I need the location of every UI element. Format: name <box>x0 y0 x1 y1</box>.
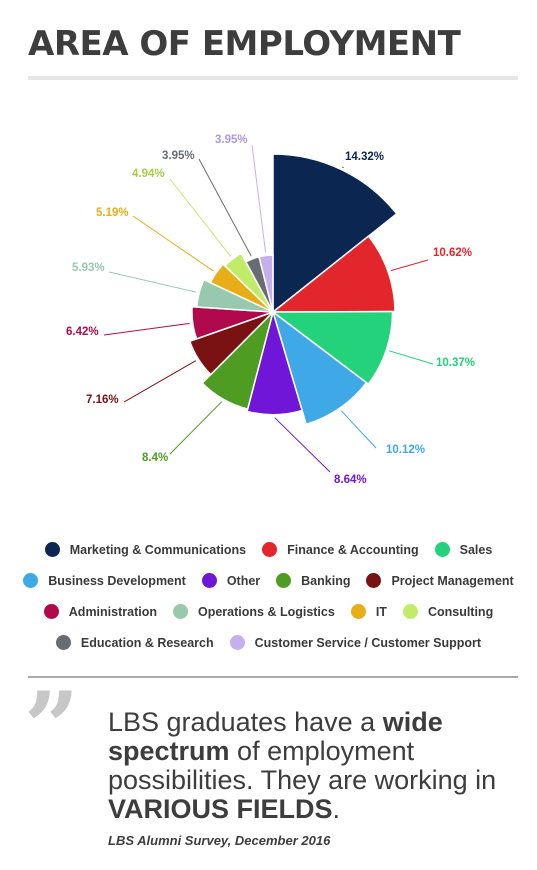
data-label: 10.12% <box>386 444 425 456</box>
legend-swatch-icon <box>262 542 278 557</box>
data-label: 3.95% <box>215 134 248 146</box>
leader-line <box>108 271 197 293</box>
legend-item: Sales <box>434 542 493 557</box>
pie-slice <box>246 309 304 416</box>
quote-text: LBS graduates have a wide spectrum of em… <box>108 708 518 824</box>
legend-row: Education & Research Customer Service / C… <box>0 627 537 658</box>
leader-line <box>103 322 190 336</box>
leader-line <box>169 401 223 455</box>
pie-slice <box>272 153 398 314</box>
data-label: 7.16% <box>86 394 119 406</box>
legend-swatch-icon <box>43 604 59 619</box>
data-label: 8.64% <box>334 474 367 486</box>
pie-slice <box>270 235 396 313</box>
legend-swatch-icon <box>172 604 188 619</box>
section-divider <box>28 676 518 678</box>
pie-slice <box>270 310 394 386</box>
legend-label: Banking <box>301 573 351 588</box>
leader-line <box>198 158 252 257</box>
chart-legend: Marketing & Communications Finance & Acco… <box>0 534 537 658</box>
data-label: 5.93% <box>72 262 105 274</box>
page-title: AREA OF EMPLOYMENT <box>28 24 461 64</box>
legend-item: Finance & Accounting <box>262 542 419 557</box>
legend-swatch-icon <box>229 635 245 650</box>
legend-label: Sales <box>459 542 493 557</box>
legend-row: Marketing & Communications Finance & Acco… <box>0 534 537 565</box>
data-label: 8.4% <box>142 452 168 464</box>
legend-row: Business Development Other Banking Project … <box>0 565 537 596</box>
leader-line <box>390 259 429 272</box>
quote-emphasis: wide spectrum <box>108 707 443 766</box>
legend-label: Finance & Accounting <box>287 542 419 557</box>
legend-item: IT <box>350 604 387 619</box>
data-label: 6.42% <box>66 326 99 338</box>
legend-swatch-icon <box>276 573 292 588</box>
leader-line <box>251 144 267 253</box>
quote-part: of employment possibilities. They are wo… <box>108 736 497 795</box>
leader-line <box>123 360 197 403</box>
pie-slice <box>188 311 274 376</box>
pie-slice <box>258 254 274 313</box>
legend-swatch-icon <box>434 542 450 557</box>
data-label: 10.37% <box>436 357 475 369</box>
legend-swatch-icon <box>23 573 39 588</box>
legend-swatch-icon <box>350 604 366 619</box>
legend-label: Administration <box>68 604 157 619</box>
legend-label: Consulting <box>427 604 494 619</box>
pie-slice <box>201 309 275 411</box>
data-label: 14.32% <box>345 151 384 163</box>
legend-swatch-icon <box>366 573 382 588</box>
quote-part: LBS graduates have a <box>108 707 383 737</box>
data-label: 10.62% <box>433 247 472 259</box>
pie-slice <box>271 310 368 426</box>
legend-swatch-icon <box>201 573 217 588</box>
legend-item: Education & Research <box>55 635 214 650</box>
legend-label: IT <box>375 604 387 619</box>
legend-label: Education & Research <box>80 635 214 650</box>
legend-label: Other <box>226 573 261 588</box>
quote-part: . <box>332 794 341 824</box>
legend-item: Other <box>201 573 261 588</box>
legend-item: Operations & Logistics <box>172 604 335 619</box>
leader-line <box>340 410 377 449</box>
legend-label: Operations & Logistics <box>197 604 335 619</box>
quote-emphasis: VARIOUS FIELDS <box>108 794 333 824</box>
legend-swatch-icon <box>402 604 418 619</box>
data-label: 5.19% <box>96 207 129 219</box>
legend-item: Marketing & Communications <box>44 542 247 557</box>
legend-swatch-icon <box>44 542 60 557</box>
legend-item: Project Management <box>366 573 514 588</box>
legend-swatch-icon <box>55 635 71 650</box>
legend-label: Project Management <box>391 573 514 588</box>
leader-line <box>389 350 434 365</box>
leader-line <box>132 215 214 272</box>
legend-label: Business Development <box>48 573 186 588</box>
pie-slice <box>209 263 274 313</box>
legend-row: Administration Operations & Logistics IT Co… <box>0 596 537 627</box>
pie-slice <box>191 305 274 340</box>
leader-line <box>169 178 232 257</box>
data-label: 4.94% <box>132 168 165 180</box>
legend-item: Consulting <box>402 604 494 619</box>
legend-item: Banking <box>276 573 350 588</box>
legend-label: Customer Service / Customer Support <box>254 635 482 650</box>
title-underline <box>28 76 518 80</box>
legend-label: Marketing & Communications <box>69 542 247 557</box>
quote-icon: ” <box>24 671 80 784</box>
data-label: 3.95% <box>162 150 195 162</box>
legend-item: Customer Service / Customer Support <box>229 635 482 650</box>
pie-chart: 14.32% 10.62% 10.37% 10.12% 8.64% 8.4% 7.16% 6.… <box>66 134 475 486</box>
quote-source: LBS Alumni Survey, December 2016 <box>108 833 331 848</box>
legend-item: Business Development <box>23 573 186 588</box>
leader-line <box>274 417 331 473</box>
pie-slice <box>223 252 274 313</box>
legend-item: Administration <box>43 604 157 619</box>
